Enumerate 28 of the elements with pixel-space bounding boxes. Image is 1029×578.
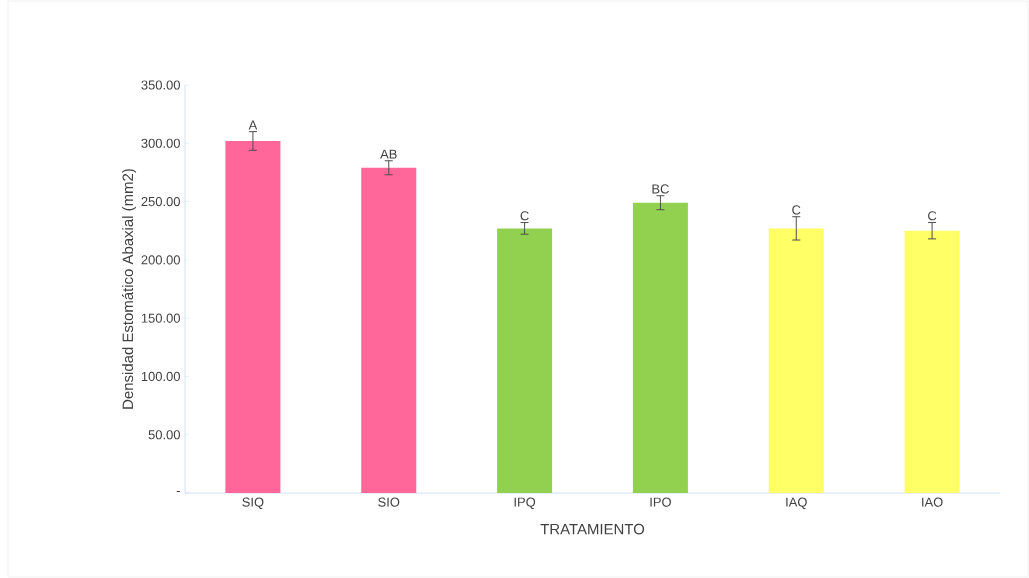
bar <box>361 167 417 493</box>
annotation: C <box>792 205 801 215</box>
x-tick-label: SIO <box>378 497 400 507</box>
bar <box>497 228 553 493</box>
bar <box>632 202 688 493</box>
y-tick-label: 100.00 <box>141 371 180 382</box>
annotation: A <box>248 120 258 130</box>
y-tick-label: 350.00 <box>141 80 180 90</box>
bar <box>768 228 824 493</box>
annotation: C <box>928 211 937 221</box>
y-tick-label: 50.00 <box>148 430 180 440</box>
y-tick-label: 200.00 <box>141 255 180 265</box>
annotation: C <box>520 211 529 221</box>
x-tick-label: IAO <box>922 497 943 507</box>
y-tick-label: 250.00 <box>141 196 180 207</box>
x-tick-label: IAQ <box>786 497 807 510</box>
x-tick-label: IPO <box>650 497 671 507</box>
y-axis-title: Densidad Estomático Abaxial (mm2) <box>121 169 137 409</box>
x-axis-title: TRATAMIENTO <box>540 523 645 535</box>
y-tick-label: 150.00 <box>141 313 180 323</box>
y-tick-label: - <box>176 491 180 493</box>
bar <box>225 140 281 493</box>
x-tick-label: IPQ <box>514 497 536 510</box>
annotation: BC <box>652 184 669 194</box>
bar <box>904 230 960 493</box>
y-tick-label: 300.00 <box>141 138 180 148</box>
annotation: AB <box>380 149 397 159</box>
x-tick-label: SIQ <box>242 497 264 510</box>
